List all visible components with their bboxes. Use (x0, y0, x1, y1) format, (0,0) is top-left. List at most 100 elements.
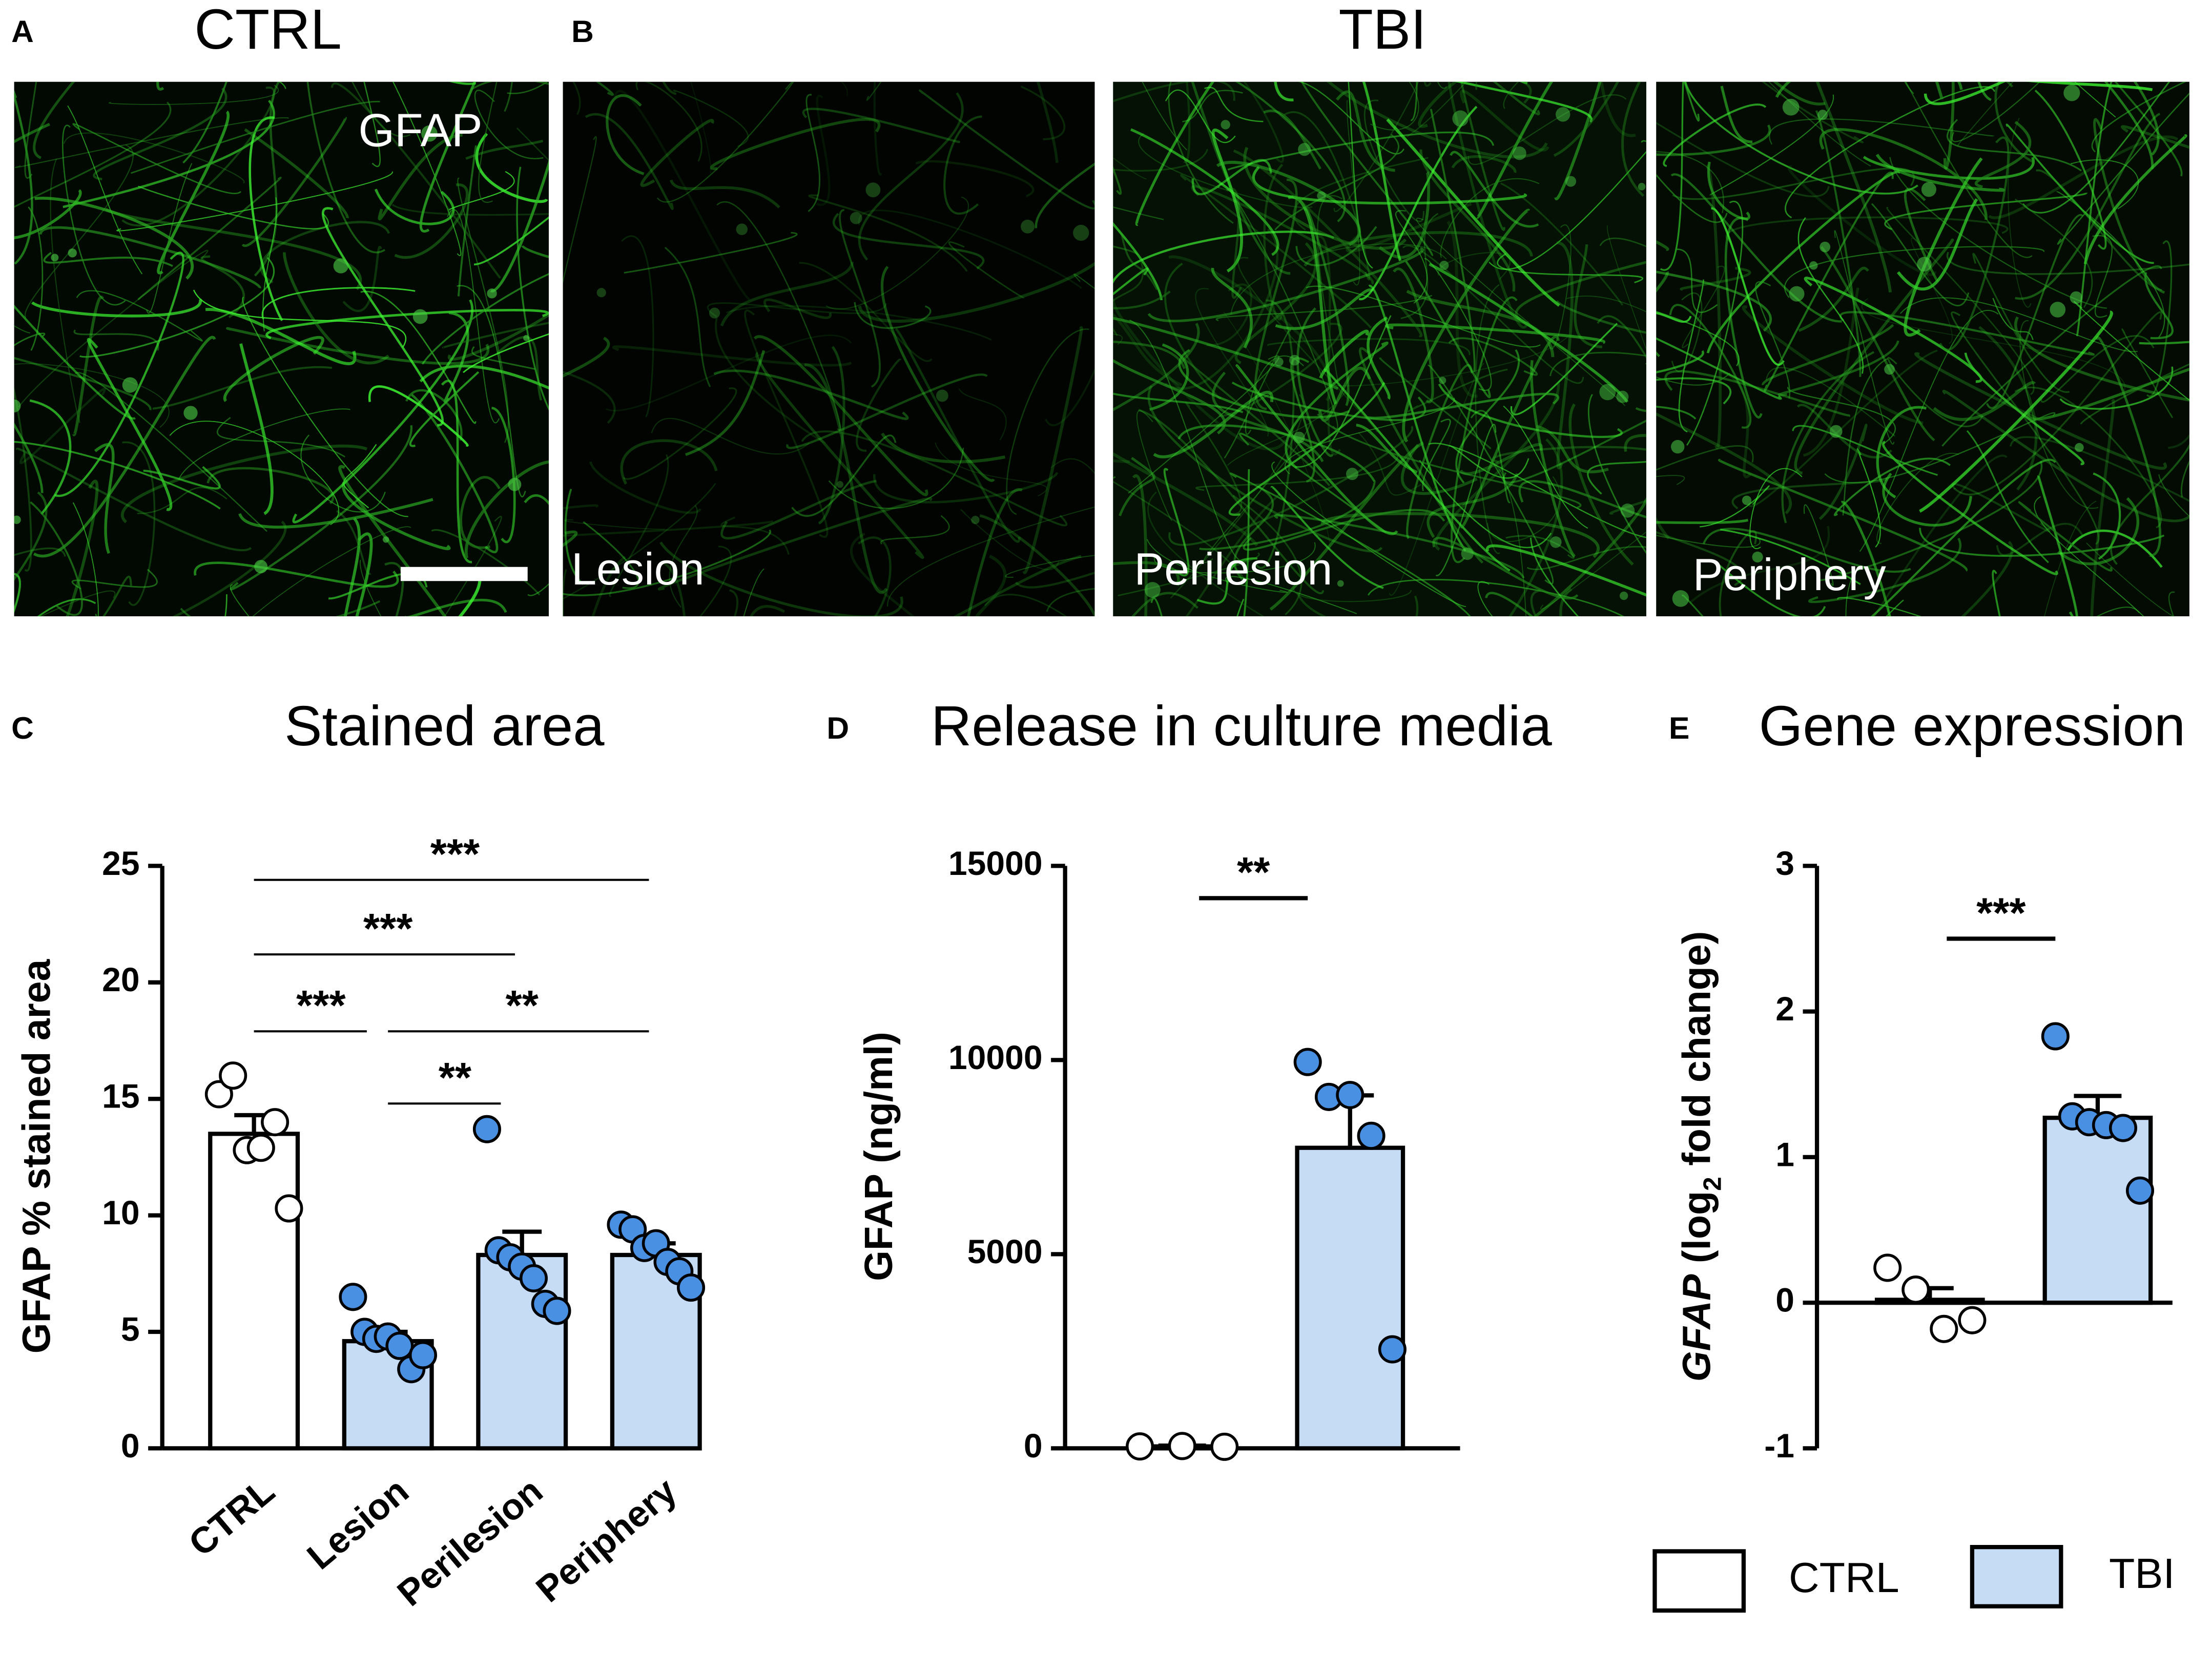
fiber (1005, 555, 1095, 578)
fiber (1263, 163, 1284, 321)
y-tick-label: 25 (102, 845, 139, 883)
fiber (744, 309, 829, 538)
fiber (1476, 81, 1554, 219)
fiber (1781, 351, 1875, 524)
fiber (1270, 486, 1384, 589)
fiber (750, 605, 785, 617)
fiber (1113, 290, 1171, 309)
fiber (478, 81, 498, 203)
fiber (2067, 529, 2163, 568)
fiber (1211, 267, 1253, 349)
data-point (1293, 1048, 1322, 1076)
fiber (14, 547, 66, 557)
fiber (1599, 237, 1646, 247)
fiber (1520, 81, 1528, 85)
fiber (1904, 81, 1914, 94)
fiber (2015, 113, 2161, 300)
fiber (1168, 426, 1414, 546)
fiber (14, 101, 172, 208)
micrograph (1656, 81, 2189, 617)
fiber (2057, 92, 2189, 245)
fiber (563, 504, 599, 510)
fiber (1951, 81, 2041, 142)
fiber (254, 81, 280, 277)
fiber (449, 81, 476, 85)
fiber (14, 304, 136, 420)
fiber (1113, 222, 1163, 301)
fiber (457, 145, 477, 297)
fiber (791, 434, 897, 517)
fiber (19, 388, 106, 464)
fiber (448, 171, 515, 211)
fiber (583, 521, 639, 589)
fiber (1503, 405, 1588, 529)
fiber (1768, 81, 1871, 167)
fiber (2096, 607, 2140, 617)
fiber (1285, 341, 1389, 469)
fiber (1897, 198, 1978, 290)
fiber (1203, 419, 1311, 563)
fiber (801, 430, 1068, 527)
fiber (1113, 165, 1122, 195)
cell-body (1144, 582, 1161, 598)
data-point (2041, 1022, 2070, 1051)
fiber (726, 305, 992, 341)
fiber (1253, 299, 1295, 569)
fiber (507, 81, 548, 94)
fiber (1787, 165, 1937, 276)
fiber (242, 296, 408, 517)
fiber (306, 81, 386, 254)
cell-body (836, 481, 844, 488)
cell-body (1638, 183, 1646, 191)
data-point (204, 1080, 233, 1109)
legend-label: CTRL (1789, 1554, 1899, 1601)
fiber (1700, 485, 1770, 528)
fiber (1503, 81, 1519, 109)
fiber (444, 516, 502, 617)
fiber (1113, 299, 1287, 451)
cell-body (487, 288, 497, 299)
fiber (1489, 151, 1646, 270)
fiber (664, 246, 711, 387)
fiber (62, 124, 126, 306)
fiber (34, 197, 194, 280)
cell-body (14, 515, 21, 524)
fiber (1138, 409, 1325, 594)
fiber (355, 532, 373, 617)
fiber (1682, 594, 1704, 617)
fiber (342, 246, 382, 312)
fiber (1406, 289, 1555, 358)
cell-body (1221, 120, 1230, 130)
fiber (223, 336, 324, 402)
fiber-group (1113, 81, 1646, 617)
fiber (1919, 310, 2113, 513)
fiber (606, 94, 645, 175)
cell-body (1782, 98, 1800, 116)
fiber (1359, 347, 1484, 564)
bar (208, 1132, 300, 1451)
fiber (39, 590, 116, 617)
fiber (292, 299, 473, 524)
fiber (975, 554, 1007, 617)
fiber (2121, 328, 2173, 419)
fiber (1218, 323, 1342, 417)
fiber (1505, 535, 1575, 559)
fiber (152, 366, 333, 410)
fiber (431, 529, 541, 596)
fiber (935, 442, 1047, 497)
fiber (1680, 267, 1751, 291)
panel-letter: C (11, 710, 34, 745)
fiber (612, 345, 852, 367)
fiber (743, 568, 764, 617)
cell-body (412, 309, 428, 324)
fiber (1296, 592, 1327, 617)
data-point (275, 1194, 303, 1223)
fiber (1656, 406, 1697, 420)
region-label: Perilesion (1134, 543, 1333, 594)
fiber (1129, 319, 1248, 562)
data-point (408, 1341, 437, 1370)
fiber (2027, 367, 2189, 421)
fiber (799, 262, 933, 362)
fiber (1437, 252, 1511, 280)
